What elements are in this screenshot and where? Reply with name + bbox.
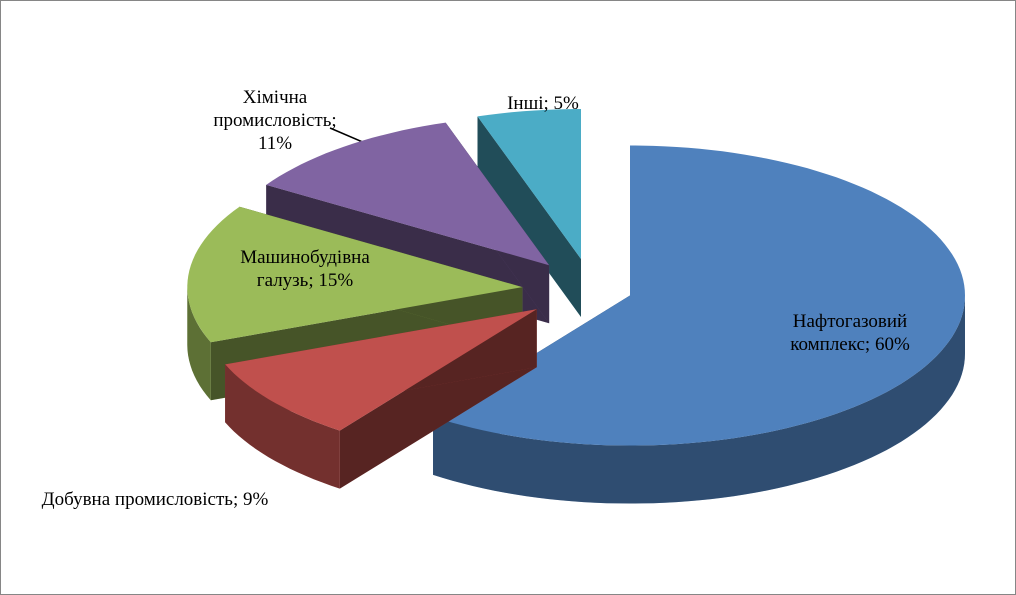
- slice-side: [187, 287, 211, 401]
- data-label: Нафтогазовий комплекс; 60%: [790, 311, 910, 355]
- slice-side: [433, 295, 966, 504]
- slice-side-shade: [187, 287, 211, 401]
- slice: [225, 309, 537, 431]
- slice-side-shade: [225, 364, 340, 489]
- slice-side-shade: [433, 295, 966, 504]
- slice: [433, 145, 966, 446]
- data-label: Інші; 5%: [507, 93, 579, 114]
- slice: [187, 206, 523, 343]
- data-label: Машинобудівна галузь; 15%: [240, 247, 370, 291]
- slice-side: [225, 364, 340, 489]
- slice: [477, 109, 581, 259]
- slice-side-shade: [477, 116, 581, 318]
- data-label: Хімічна промисловість; 11%: [213, 87, 337, 154]
- data-label: Добувна промисловість; 9%: [41, 489, 269, 510]
- slice: [266, 122, 550, 266]
